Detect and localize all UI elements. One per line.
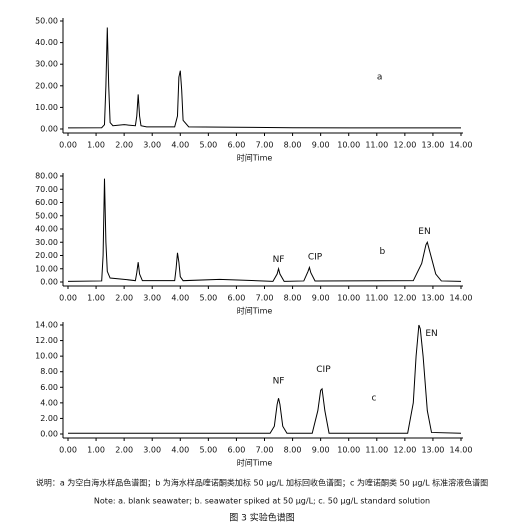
y-tick-label: 0.00: [40, 125, 58, 134]
x-tick-label: 8.00: [284, 446, 302, 455]
x-tick-label: 10.00: [337, 141, 360, 150]
y-tick-label: 4.00: [40, 398, 58, 407]
x-tick-label: 5.00: [199, 446, 217, 455]
y-tick-label: 10.00: [35, 264, 58, 273]
x-tick-label: 7.00: [256, 446, 274, 455]
peak-annotation: EN: [425, 329, 437, 339]
y-tick-label: 20.00: [35, 81, 58, 90]
peak-annotation: c: [372, 394, 377, 404]
x-tick-label: 0.00: [59, 294, 77, 303]
peak-annotation: CIP: [316, 365, 331, 375]
x-axis-label: 时间Time: [237, 153, 273, 163]
x-tick-label: 2.00: [115, 294, 133, 303]
x-tick-label: 6.00: [228, 294, 246, 303]
chromatogram-line: [67, 27, 461, 129]
x-tick-label: 1.00: [87, 141, 105, 150]
x-tick-label: 8.00: [284, 294, 302, 303]
x-tick-label: 1.00: [87, 446, 105, 455]
x-tick-label: 2.00: [115, 141, 133, 150]
x-tick-label: 14.00: [450, 294, 473, 303]
chromatogram-line: [67, 178, 462, 282]
x-tick-label: 0.00: [59, 446, 77, 455]
y-tick-label: 0.00: [40, 430, 58, 439]
y-tick-label: 14.00: [35, 321, 58, 330]
x-tick-label: 3.00: [143, 446, 161, 455]
x-tick-label: 5.00: [199, 141, 217, 150]
peak-annotation: NF: [273, 377, 285, 387]
x-tick-label: 4.00: [171, 294, 189, 303]
x-tick-label: 4.00: [171, 141, 189, 150]
x-tick-label: 6.00: [228, 446, 246, 455]
x-tick-label: 9.00: [312, 446, 330, 455]
x-tick-label: 3.00: [143, 294, 161, 303]
x-tick-label: 2.00: [115, 446, 133, 455]
x-tick-label: 11.00: [365, 141, 388, 150]
y-tick-label: 60.00: [35, 198, 58, 207]
x-tick-label: 9.00: [312, 294, 330, 303]
x-tick-label: 4.00: [171, 446, 189, 455]
y-tick-label: 12.00: [35, 336, 58, 345]
x-axis-label: 时间Time: [237, 458, 273, 468]
y-tick-label: 2.00: [40, 414, 58, 423]
figure-title: 图 3 实验色谱图: [229, 512, 294, 524]
x-tick-label: 13.00: [421, 294, 444, 303]
x-tick-label: 12.00: [393, 294, 416, 303]
y-tick-label: 70.00: [35, 185, 58, 194]
peak-annotation: b: [380, 247, 386, 257]
y-tick-label: 40.00: [35, 38, 58, 47]
y-tick-label: 30.00: [35, 60, 58, 69]
x-tick-label: 0.00: [59, 141, 77, 150]
y-tick-label: 20.00: [35, 251, 58, 260]
x-tick-label: 12.00: [393, 446, 416, 455]
y-tick-label: 8.00: [40, 367, 58, 376]
y-tick-label: 80.00: [35, 172, 58, 181]
x-tick-label: 3.00: [143, 141, 161, 150]
x-tick-label: 5.00: [199, 294, 217, 303]
peak-annotation: NF: [273, 255, 285, 265]
x-tick-label: 12.00: [393, 141, 416, 150]
x-tick-label: 14.00: [450, 446, 473, 455]
y-tick-label: 0.00: [40, 278, 58, 287]
x-tick-label: 6.00: [228, 141, 246, 150]
x-tick-label: 14.00: [450, 141, 473, 150]
y-tick-label: 6.00: [40, 383, 58, 392]
x-tick-label: 10.00: [337, 294, 360, 303]
chromatogram-line: [68, 324, 462, 434]
x-tick-label: 11.00: [365, 294, 388, 303]
x-axis-label: 时间Time: [237, 306, 273, 316]
peak-annotation: a: [377, 73, 383, 83]
y-tick-label: 10.00: [35, 352, 58, 361]
x-tick-label: 11.00: [365, 446, 388, 455]
peak-annotation: EN: [418, 227, 430, 237]
x-tick-label: 8.00: [284, 141, 302, 150]
x-tick-label: 7.00: [256, 141, 274, 150]
x-tick-label: 7.00: [256, 294, 274, 303]
x-tick-label: 13.00: [421, 446, 444, 455]
y-tick-label: 10.00: [35, 103, 58, 112]
peak-annotation: CIP: [308, 252, 323, 262]
x-tick-label: 13.00: [421, 141, 444, 150]
y-tick-label: 50.00: [35, 211, 58, 220]
caption-note: Note: a. blank seawater; b. seawater spi…: [94, 497, 430, 506]
caption-description: 说明：a 为空白海水样品色谱图；b 为海水样品喹诺酮类加标 50 μg/L 加标…: [36, 478, 488, 488]
x-tick-label: 10.00: [337, 446, 360, 455]
x-tick-label: 1.00: [87, 294, 105, 303]
x-tick-label: 9.00: [312, 141, 330, 150]
y-tick-label: 50.00: [35, 17, 58, 26]
y-tick-label: 30.00: [35, 238, 58, 247]
y-tick-label: 40.00: [35, 225, 58, 234]
